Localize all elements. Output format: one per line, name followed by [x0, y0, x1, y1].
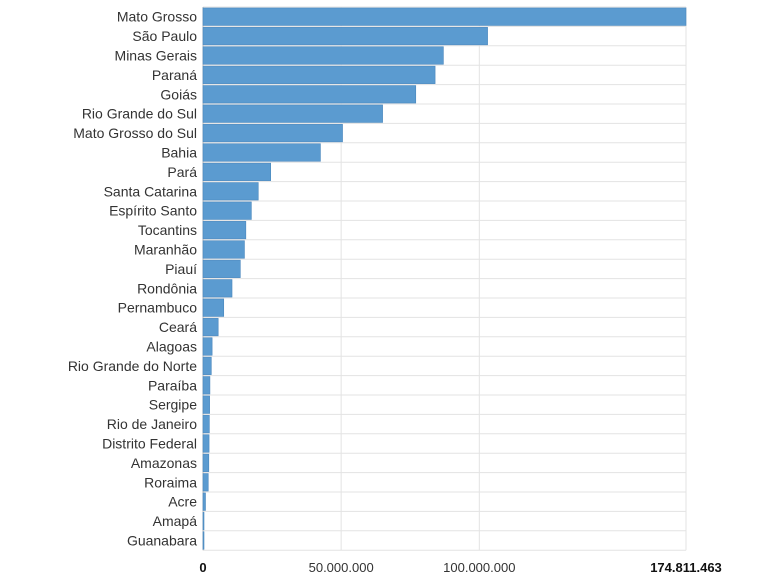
- category-label: Goiás: [160, 86, 197, 102]
- bar[interactable]: [202, 201, 252, 220]
- category-label: Tocantins: [138, 222, 197, 238]
- bar[interactable]: [202, 104, 383, 123]
- bar[interactable]: [202, 492, 206, 511]
- bar[interactable]: [202, 85, 417, 104]
- bar[interactable]: [202, 453, 210, 472]
- category-label: Espírito Santo: [109, 203, 197, 219]
- category-label: Roraima: [144, 474, 197, 490]
- bar[interactable]: [202, 434, 210, 453]
- category-label: Mato Grosso: [117, 9, 197, 25]
- category-label: Paraíba: [148, 377, 197, 393]
- bar[interactable]: [202, 395, 210, 414]
- category-label: Acre: [168, 494, 197, 510]
- bar[interactable]: [202, 356, 212, 375]
- category-label: Rio Grande do Norte: [68, 358, 197, 374]
- bar[interactable]: [202, 415, 210, 434]
- bar[interactable]: [202, 7, 687, 26]
- bar[interactable]: [202, 473, 209, 492]
- category-label: Rio de Janeiro: [107, 416, 197, 432]
- category-label: Amazonas: [131, 455, 197, 471]
- category-label: Alagoas: [146, 339, 197, 355]
- x-axis-tick-labels: 0 50.000.000 100.000.000 174.811.463: [199, 560, 721, 575]
- bar[interactable]: [202, 259, 241, 278]
- category-label: Pernambuco: [118, 300, 198, 316]
- bar[interactable]: [202, 221, 247, 240]
- bar[interactable]: [202, 337, 213, 356]
- category-label: Maranhão: [134, 242, 197, 258]
- x-tick-label: 0: [199, 560, 206, 575]
- bar[interactable]: [202, 65, 436, 84]
- category-label: Piauí: [165, 261, 197, 277]
- category-label: Guanabara: [127, 533, 197, 549]
- x-tick-label: 174.811.463: [650, 560, 722, 575]
- category-label: Rondônia: [137, 280, 197, 296]
- bar[interactable]: [202, 512, 205, 531]
- x-tick-label: 50.000.000: [309, 560, 374, 575]
- category-label: Ceará: [159, 319, 197, 335]
- category-label: São Paulo: [132, 28, 197, 44]
- x-tick-label: 100.000.000: [443, 560, 515, 575]
- bars: [202, 7, 687, 550]
- category-label: Rio Grande do Sul: [82, 106, 197, 122]
- category-label: Bahia: [161, 145, 197, 161]
- bar[interactable]: [202, 143, 321, 162]
- bar[interactable]: [202, 27, 488, 46]
- bar[interactable]: [202, 182, 259, 201]
- bar[interactable]: [202, 46, 444, 65]
- category-label: Pará: [167, 164, 197, 180]
- gridlines: [202, 6, 687, 551]
- category-label: Minas Gerais: [115, 48, 197, 64]
- category-label: Mato Grosso do Sul: [73, 125, 197, 141]
- bar[interactable]: [202, 279, 233, 298]
- category-label: Distrito Federal: [102, 436, 197, 452]
- bar[interactable]: [202, 376, 211, 395]
- bar[interactable]: [202, 162, 271, 181]
- bar[interactable]: [202, 318, 219, 337]
- bar[interactable]: [202, 531, 205, 550]
- category-label: Sergipe: [149, 397, 197, 413]
- bar[interactable]: [202, 240, 245, 259]
- category-labels: Mato Grosso São Paulo Minas Gerais Paraná Go…: [68, 9, 197, 549]
- category-label: Paraná: [152, 67, 197, 83]
- bar[interactable]: [202, 124, 343, 143]
- category-label: Santa Catarina: [104, 183, 198, 199]
- bar[interactable]: [202, 298, 225, 317]
- category-label: Amapá: [153, 513, 198, 529]
